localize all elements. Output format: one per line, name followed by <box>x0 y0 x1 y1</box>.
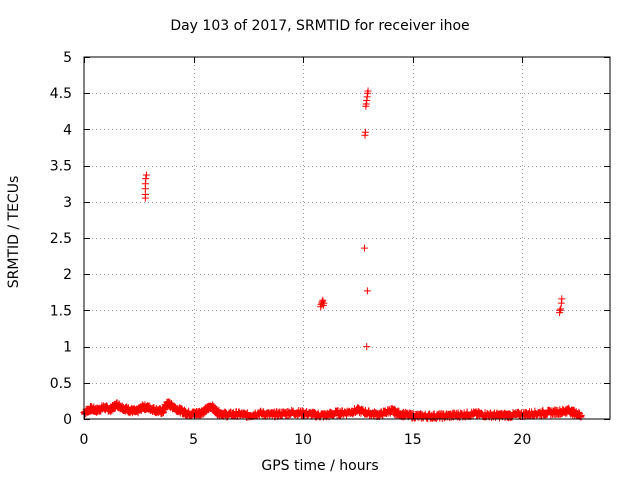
y-tick-label: 4.5 <box>50 86 72 102</box>
y-tick-label: 0 <box>63 412 72 428</box>
y-tick-label: 1 <box>63 340 72 356</box>
y-tick-label: 2 <box>63 267 72 283</box>
y-tick-label: 2.5 <box>50 231 72 247</box>
data-point <box>557 305 565 313</box>
data-point <box>556 306 564 314</box>
y-tick-label: 0.5 <box>50 376 72 392</box>
axis-ticks: 0 5 10 15 20 0 0.5 1 1.5 2 2.5 3 3.5 4 4.5 5 <box>50 50 610 448</box>
data-point <box>363 343 371 351</box>
plot-frame <box>83 56 611 420</box>
data-point <box>142 171 150 179</box>
data-point <box>363 287 371 295</box>
data-point <box>361 244 369 252</box>
y-tick-label: 4 <box>63 122 72 138</box>
data-point <box>558 295 566 303</box>
data-point <box>364 87 372 95</box>
y-axis-label: SRMTID / TECUs <box>6 175 22 289</box>
x-tick-label: 10 <box>294 432 312 448</box>
data-series <box>80 87 585 423</box>
x-tick-label: 15 <box>404 432 422 448</box>
baseline-point <box>577 411 585 419</box>
chart-title: Day 103 of 2017, SRMTID for receiver iho… <box>170 18 470 34</box>
x-tick-label: 20 <box>513 432 531 448</box>
data-point <box>361 128 369 136</box>
x-tick-label: 0 <box>80 432 89 448</box>
data-point <box>318 298 326 306</box>
data-point <box>142 175 150 183</box>
grid-lines <box>84 57 610 419</box>
y-tick-label: 3.5 <box>50 159 72 175</box>
x-axis-label: GPS time / hours <box>261 458 379 474</box>
data-point <box>320 299 328 307</box>
y-tick-label: 3 <box>63 195 72 211</box>
x-tick-label: 5 <box>189 432 198 448</box>
y-tick-label: 1.5 <box>50 303 72 319</box>
y-tick-label: 5 <box>63 50 72 66</box>
